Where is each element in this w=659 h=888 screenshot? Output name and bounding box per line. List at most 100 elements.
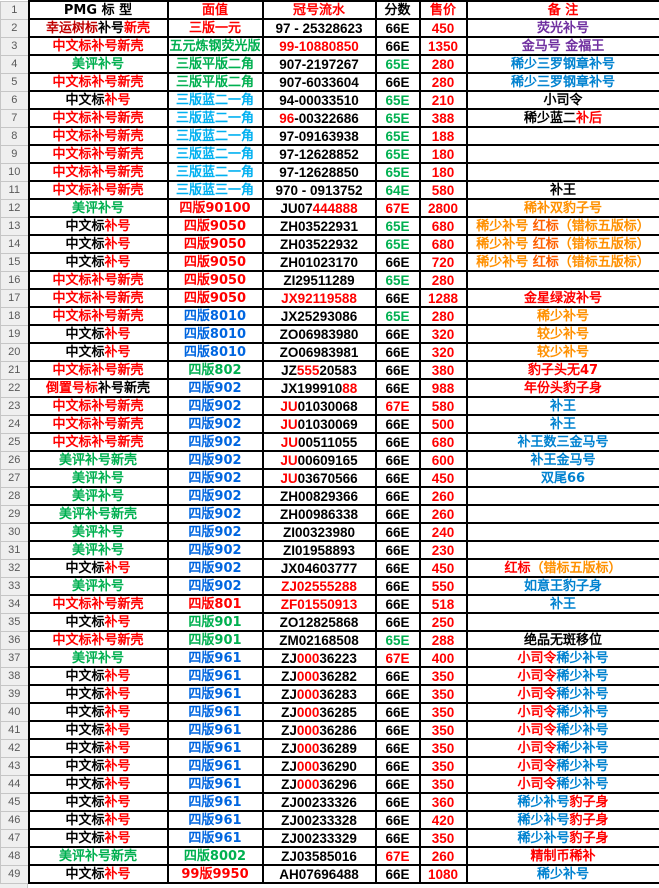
score-cell[interactable]: 66E — [376, 595, 420, 613]
score-cell[interactable]: 66E — [376, 343, 420, 361]
price-cell[interactable]: 1288 — [420, 289, 467, 307]
remark-cell[interactable]: 小司令稀少补号 — [467, 721, 659, 739]
pmg-type-cell[interactable]: 中文标补号 — [29, 721, 168, 739]
remark-cell[interactable] — [467, 127, 659, 145]
denomination-cell[interactable]: 四版902 — [168, 505, 263, 523]
remark-cell[interactable]: 金星绿波补号 — [467, 289, 659, 307]
row-number[interactable]: 25 — [1, 433, 29, 451]
serial-cell[interactable]: ZO12825868 — [263, 613, 376, 631]
row-number[interactable]: 31 — [1, 541, 29, 559]
score-cell[interactable]: 66E — [376, 829, 420, 847]
serial-cell[interactable]: ZO06983981 — [263, 343, 376, 361]
pmg-type-cell[interactable]: 中文标补号 — [29, 613, 168, 631]
price-cell[interactable]: 350 — [420, 829, 467, 847]
score-cell[interactable]: 65E — [376, 145, 420, 163]
remark-cell[interactable] — [467, 613, 659, 631]
pmg-type-cell[interactable]: 美评补号新壳 — [29, 505, 168, 523]
denomination-cell[interactable]: 四版902 — [168, 451, 263, 469]
serial-cell[interactable]: 97-09163938 — [263, 127, 376, 145]
score-cell[interactable]: 65E — [376, 127, 420, 145]
row-number[interactable]: 18 — [1, 307, 29, 325]
denomination-cell[interactable]: 三版蓝二一角 — [168, 91, 263, 109]
remark-cell[interactable]: 小司令稀少补号 — [467, 775, 659, 793]
remark-cell[interactable]: 小司令稀少补号 — [467, 703, 659, 721]
serial-cell[interactable]: ZJ00036223 — [263, 649, 376, 667]
row-number[interactable]: 16 — [1, 271, 29, 289]
row-number[interactable]: 44 — [1, 775, 29, 793]
serial-cell[interactable]: ZM02168508 — [263, 631, 376, 649]
price-cell[interactable]: 320 — [420, 343, 467, 361]
row-number[interactable]: 38 — [1, 667, 29, 685]
pmg-type-cell[interactable]: 美评补号 — [29, 649, 168, 667]
pmg-type-cell[interactable]: 幸运树标补号新壳 — [29, 19, 168, 37]
row-number[interactable]: 27 — [1, 469, 29, 487]
price-cell[interactable]: 380 — [420, 361, 467, 379]
remark-cell[interactable]: 年份头豹子身 — [467, 379, 659, 397]
pmg-type-cell[interactable]: 美评补号新壳 — [29, 847, 168, 865]
score-cell[interactable]: 66E — [376, 865, 420, 883]
serial-cell[interactable]: ZH03522931 — [263, 217, 376, 235]
denomination-cell[interactable]: 四版961 — [168, 775, 263, 793]
serial-cell[interactable]: 96-00322686 — [263, 109, 376, 127]
row-number[interactable]: 29 — [1, 505, 29, 523]
price-cell[interactable]: 230 — [420, 541, 467, 559]
serial-cell[interactable]: ZH00829366 — [263, 487, 376, 505]
pmg-type-cell[interactable]: 中文标补号新壳 — [29, 361, 168, 379]
remark-cell[interactable]: 稀少补号豹子身 — [467, 811, 659, 829]
score-cell[interactable]: 65E — [376, 307, 420, 325]
price-cell[interactable]: 388 — [420, 109, 467, 127]
denomination-cell[interactable]: 三版蓝二一角 — [168, 109, 263, 127]
score-cell[interactable]: 66E — [376, 739, 420, 757]
price-cell[interactable]: 720 — [420, 253, 467, 271]
denomination-cell[interactable]: 99版9950 — [168, 865, 263, 883]
row-number[interactable]: 36 — [1, 631, 29, 649]
row-number[interactable]: 6 — [1, 91, 29, 109]
serial-cell[interactable]: JX04603777 — [263, 559, 376, 577]
row-number[interactable]: 48 — [1, 847, 29, 865]
price-cell[interactable]: 350 — [420, 757, 467, 775]
price-cell[interactable]: 350 — [420, 703, 467, 721]
pmg-type-cell[interactable]: 中文标补号新壳 — [29, 109, 168, 127]
pmg-type-cell[interactable]: 中文标补号新壳 — [29, 73, 168, 91]
remark-cell[interactable]: 稀少补号豹子身 — [467, 829, 659, 847]
pmg-type-cell[interactable]: 中文标补号新壳 — [29, 163, 168, 181]
score-cell[interactable]: 66E — [376, 667, 420, 685]
serial-cell[interactable]: JU07444888 — [263, 199, 376, 217]
row-number[interactable]: 39 — [1, 685, 29, 703]
denomination-cell[interactable]: 五元炼钢荧光版 — [168, 37, 263, 55]
pmg-type-cell[interactable]: 中文标补号 — [29, 91, 168, 109]
denomination-cell[interactable]: 四版961 — [168, 703, 263, 721]
remark-cell[interactable]: 金马号 金福王 — [467, 37, 659, 55]
serial-cell[interactable]: JX25293086 — [263, 307, 376, 325]
denomination-cell[interactable]: 四版961 — [168, 721, 263, 739]
remark-cell[interactable]: 精制币稀补 — [467, 847, 659, 865]
remark-cell[interactable]: 荧光补号 — [467, 19, 659, 37]
remark-cell[interactable] — [467, 541, 659, 559]
score-cell[interactable]: 66E — [376, 379, 420, 397]
serial-cell[interactable]: ZH03522932 — [263, 235, 376, 253]
denomination-cell[interactable]: 四版802 — [168, 361, 263, 379]
row-number[interactable]: 17 — [1, 289, 29, 307]
price-cell[interactable]: 420 — [420, 811, 467, 829]
score-cell[interactable]: 65E — [376, 55, 420, 73]
score-cell[interactable]: 66E — [376, 487, 420, 505]
score-cell[interactable]: 66E — [376, 523, 420, 541]
price-cell[interactable]: 280 — [420, 73, 467, 91]
row-number[interactable]: 13 — [1, 217, 29, 235]
row-number[interactable]: 30 — [1, 523, 29, 541]
remark-cell[interactable] — [467, 523, 659, 541]
header-denomination[interactable]: 面值 — [168, 1, 263, 19]
denomination-cell[interactable]: 四版902 — [168, 523, 263, 541]
serial-cell[interactable]: 94-00033510 — [263, 91, 376, 109]
row-number[interactable]: 41 — [1, 721, 29, 739]
score-cell[interactable]: 67E — [376, 397, 420, 415]
denomination-cell[interactable]: 三版蓝二一角 — [168, 127, 263, 145]
pmg-type-cell[interactable]: 中文标补号 — [29, 757, 168, 775]
denomination-cell[interactable]: 四版801 — [168, 595, 263, 613]
score-cell[interactable]: 66E — [376, 721, 420, 739]
denomination-cell[interactable]: 四版9050 — [168, 253, 263, 271]
score-cell[interactable]: 66E — [376, 73, 420, 91]
remark-cell[interactable] — [467, 271, 659, 289]
row-number[interactable]: 3 — [1, 37, 29, 55]
price-cell[interactable]: 350 — [420, 721, 467, 739]
